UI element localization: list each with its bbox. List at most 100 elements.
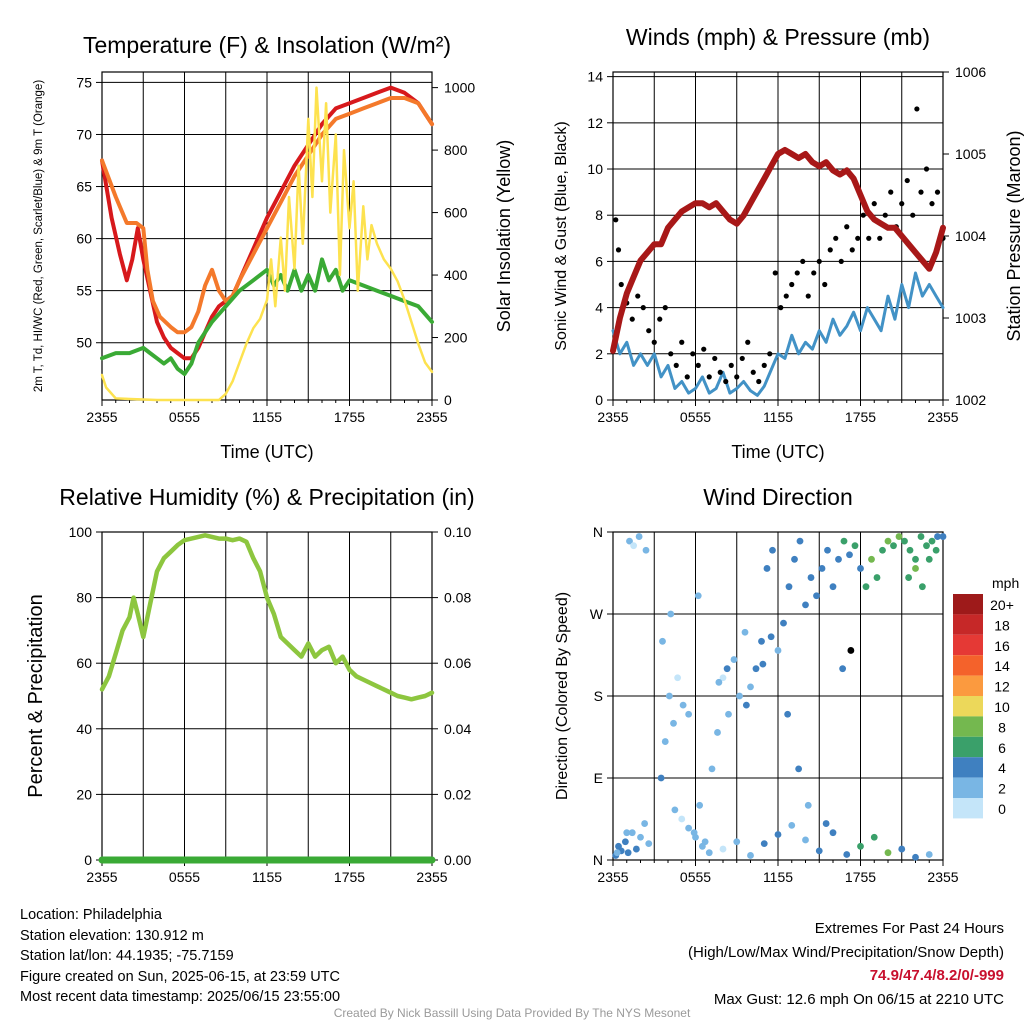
- dir-point: [890, 542, 897, 550]
- extremes-values: 74.9/47.4/8.2/0/-999: [869, 967, 1004, 984]
- dir-point: [870, 833, 878, 841]
- wind-y-tick-label: 4: [595, 300, 603, 316]
- dir-point: [847, 647, 855, 654]
- dir-point: [769, 546, 776, 554]
- rh-y2-tick-label: 0.10: [444, 524, 471, 540]
- dir-x-tick-label: 1155: [763, 869, 793, 885]
- dir-point: [705, 849, 713, 857]
- speed-legend-label: 14: [994, 658, 1010, 674]
- wind-y-tick-label: 6: [595, 253, 603, 269]
- dir-point: [621, 838, 629, 846]
- dir-point: [730, 656, 738, 663]
- dir-point: [736, 692, 743, 700]
- dir-point: [795, 765, 803, 773]
- dir-point: [879, 546, 886, 554]
- temp-y2-tick-label: 600: [444, 205, 468, 221]
- wind-y-tick-label: 12: [587, 115, 603, 131]
- wind-gust-point: [918, 189, 924, 195]
- wind-gust-point: [800, 258, 806, 265]
- dir-point: [901, 537, 908, 545]
- dir-point: [912, 555, 919, 563]
- dir-point: [641, 820, 649, 827]
- wind-panel: 2355 0555 1155 1755 235502468101214100210031…: [553, 24, 1024, 462]
- speed-legend-label: 12: [994, 679, 1010, 695]
- dir-x-tick-label: 2355: [597, 869, 628, 885]
- wind-gust-point: [629, 316, 635, 322]
- speed-legend-label: 10: [994, 699, 1010, 715]
- wind-gust-point: [838, 258, 844, 265]
- dir-point: [667, 610, 675, 618]
- dir-point: [657, 774, 665, 782]
- wind-x-tick-label: 2355: [597, 409, 628, 425]
- dir-point: [839, 665, 847, 673]
- wind-title: Winds (mph) & Pressure (mb): [626, 24, 930, 50]
- speed-legend: mph 20+ 18 16 14 12 10 8 6 4 2 0: [953, 575, 1019, 819]
- speed-legend-label: 0: [998, 801, 1006, 817]
- dir-point: [725, 710, 732, 718]
- wind-gust-point: [734, 374, 740, 380]
- max-gust: Max Gust: 12.6 mph On 06/15 at 2210 UTC: [713, 990, 1004, 1008]
- wind-gust-point: [789, 281, 795, 288]
- wind-gust-point: [684, 374, 690, 380]
- dir-y-tick-label: E: [594, 770, 603, 786]
- speed-legend-label: 20+: [990, 597, 1014, 613]
- temp-y2-tick-label: 800: [444, 142, 468, 158]
- dir-point: [630, 542, 638, 550]
- rh-title: Relative Humidity (%) & Precipitation (i…: [59, 484, 474, 510]
- wind-gust-point: [613, 217, 619, 223]
- wind-y-tick-label: 2: [595, 346, 603, 362]
- wind-x-tick-label: 1155: [763, 409, 793, 425]
- speed-legend-label: 8: [998, 719, 1006, 735]
- wind-gust-point: [712, 355, 718, 362]
- dir-point: [829, 829, 837, 837]
- dir-x-tick-label: 1755: [845, 869, 876, 885]
- temp-series-line: [100, 86, 434, 402]
- dir-point: [807, 574, 815, 581]
- dir-point: [758, 637, 765, 645]
- speed-legend-label: 18: [994, 617, 1010, 633]
- temp-y-tick-label: 50: [76, 335, 92, 351]
- dir-point: [939, 533, 947, 540]
- wind-y2-tick-label: 1004: [955, 228, 986, 244]
- wind-y-tick-label: 8: [595, 207, 603, 223]
- dir-point: [788, 821, 796, 829]
- wind-gust-point: [695, 362, 701, 368]
- dir-point: [642, 546, 650, 554]
- dir-point: [925, 851, 933, 858]
- temp-x-tick-label: 2355: [416, 409, 447, 425]
- dir-point: [708, 765, 716, 773]
- wind-x-tick-label: 0555: [680, 409, 711, 425]
- speed-legend-swatch: [953, 634, 983, 656]
- wind-gust-point: [778, 305, 784, 311]
- wind-gust-point: [910, 212, 916, 218]
- wind-gust-point: [904, 177, 910, 184]
- dir-point: [884, 849, 892, 857]
- dir-point: [917, 533, 925, 540]
- rh-x-tick-label: 1155: [252, 869, 282, 885]
- speed-legend-swatch: [953, 655, 983, 676]
- rh-y-tick-label: 0: [84, 852, 92, 868]
- wind-gust-point: [657, 316, 663, 322]
- dir-point: [674, 674, 682, 682]
- rh-y2-tick-label: 0.04: [444, 721, 471, 737]
- rh-y-axis-label: Percent & Precipitation: [25, 594, 47, 797]
- dir-point: [912, 853, 919, 861]
- dir-point: [791, 555, 798, 563]
- wind-x-tick-label: 2355: [927, 409, 958, 425]
- dir-point: [733, 838, 741, 846]
- wind-gust-point: [923, 166, 930, 172]
- figure-created: Figure created on Sun, 2025-06-15, at 23…: [20, 968, 340, 985]
- dir-point: [671, 806, 679, 814]
- dir-point: [767, 633, 775, 641]
- wind-gust-point: [827, 247, 833, 253]
- rh-y2-tick-label: 0.00: [444, 852, 471, 868]
- dir-x-tick-label: 0555: [680, 869, 711, 885]
- speed-legend-swatch: [953, 594, 983, 615]
- temp-y2-tick-label: 0: [444, 392, 452, 408]
- dir-point: [824, 546, 831, 554]
- wind-gust-point: [646, 328, 652, 334]
- dir-point: [623, 829, 631, 837]
- dir-point: [928, 537, 936, 545]
- rh-y-tick-label: 20: [76, 786, 92, 802]
